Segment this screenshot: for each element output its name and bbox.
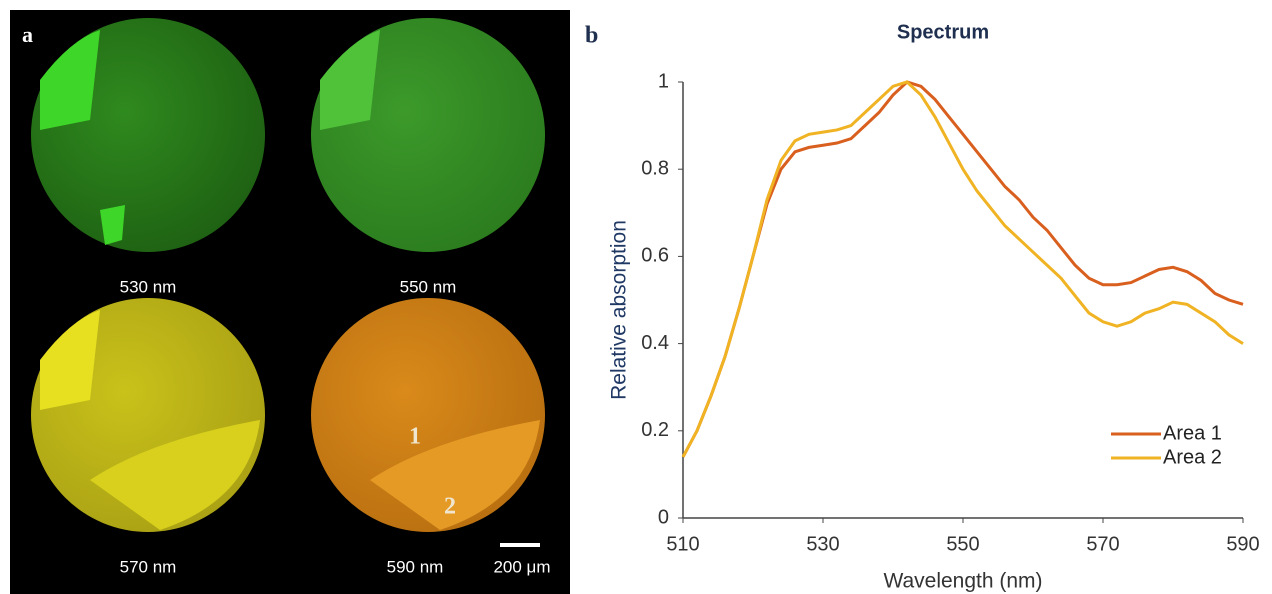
area-mark: 2 bbox=[444, 494, 456, 520]
bright-region bbox=[100, 205, 125, 245]
y-tick-label: 0 bbox=[658, 506, 669, 528]
microscope-images bbox=[31, 18, 545, 532]
x-tick-label: 510 bbox=[666, 533, 699, 555]
image-label: 530 nm bbox=[120, 277, 177, 296]
scale-bar-label: 200 μm bbox=[493, 557, 550, 576]
bright-region bbox=[90, 420, 260, 530]
bright-region bbox=[40, 30, 100, 130]
series-line bbox=[681, 80, 1244, 458]
x-axis-label: Wavelength (nm) bbox=[883, 570, 1042, 593]
image-label: 570 nm bbox=[120, 557, 177, 576]
legend-label: Area 2 bbox=[1163, 446, 1222, 468]
image-label: 550 nm bbox=[400, 277, 457, 296]
series-line bbox=[681, 80, 1244, 458]
x-tick-label: 570 bbox=[1086, 533, 1119, 555]
area-mark: 1 bbox=[409, 424, 421, 450]
y-tick-label: 0.2 bbox=[641, 419, 669, 441]
y-tick-label: 0.4 bbox=[641, 332, 669, 354]
scale-bar bbox=[500, 543, 540, 547]
x-tick-label: 530 bbox=[806, 533, 839, 555]
x-tick-label: 550 bbox=[946, 533, 979, 555]
y-tick-label: 1 bbox=[658, 70, 669, 92]
bright-region bbox=[370, 420, 540, 530]
y-axis-label: Relative absorption bbox=[608, 220, 631, 400]
y-tick-label: 0.6 bbox=[641, 245, 669, 267]
legend-label: Area 1 bbox=[1163, 422, 1222, 444]
image-label: 590 nm bbox=[387, 557, 444, 576]
panel-label: b bbox=[585, 23, 598, 49]
chart-title: Spectrum bbox=[897, 21, 989, 43]
y-tick-label: 0.8 bbox=[641, 157, 669, 179]
x-tick-label: 590 bbox=[1226, 533, 1259, 555]
bright-region bbox=[320, 30, 380, 130]
bright-region bbox=[40, 310, 100, 410]
panel-label: a bbox=[22, 22, 33, 47]
